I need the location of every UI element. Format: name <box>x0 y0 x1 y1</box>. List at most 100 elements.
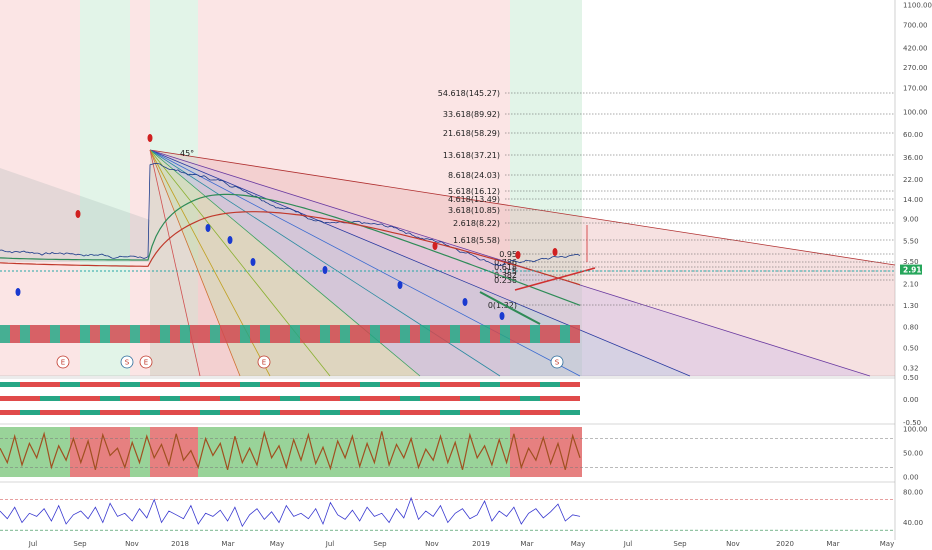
strip-cell-27 <box>270 325 280 343</box>
strip-cell-17 <box>170 325 180 343</box>
osc1-cell-1-22 <box>440 396 460 401</box>
osc1-tick-0: 0.50 <box>903 374 919 382</box>
event-badge-circle[interactable] <box>257 355 271 369</box>
event-badge-0[interactable]: E <box>56 355 70 369</box>
time-axis-tick-11: May <box>571 540 585 548</box>
sell-marker-2 <box>432 242 438 250</box>
strip-cell-49 <box>490 325 500 343</box>
strip-cell-5 <box>50 325 60 343</box>
event-badge-4[interactable]: S <box>550 355 564 369</box>
oscillator-2-panel <box>0 427 895 477</box>
fib-label-16: 0(1.32) <box>488 301 517 310</box>
osc1-cell-1-28 <box>560 396 580 401</box>
strip-cell-3 <box>30 325 40 343</box>
strip-cell-29 <box>290 325 300 343</box>
osc1-cell-1-23 <box>460 396 480 401</box>
osc1-cell-2-26 <box>520 410 540 415</box>
strip-cell-43 <box>430 325 440 343</box>
buy-marker-2 <box>227 236 233 244</box>
event-badge-circle[interactable] <box>120 355 134 369</box>
time-axis-tick-2: Nov <box>125 540 139 548</box>
sell-marker-1 <box>147 134 153 142</box>
osc1-cell-1-12 <box>240 396 260 401</box>
event-badge-3[interactable]: E <box>257 355 271 369</box>
osc1-cell-2-3 <box>60 410 80 415</box>
trend-strip <box>0 325 580 343</box>
time-axis[interactable]: Jul Sep Nov 2018 Mar May Jul Sep Nov 2019 Mar May Ju… <box>28 540 894 548</box>
fan-angle-label: 45° <box>180 149 194 158</box>
strip-cell-23 <box>230 325 240 343</box>
osc1-cell-0-13 <box>260 382 280 387</box>
osc1-cell-2-14 <box>280 410 300 415</box>
event-badge-circle[interactable] <box>56 355 70 369</box>
osc1-cell-2-4 <box>80 410 100 415</box>
event-badge-1[interactable]: S <box>120 355 134 369</box>
fib-label-8: 2.618(8.22) <box>453 219 500 228</box>
osc1-cell-1-16 <box>320 396 340 401</box>
strip-cell-0 <box>0 325 10 343</box>
osc1-cell-1-8 <box>160 396 180 401</box>
strip-cell-21 <box>210 325 220 343</box>
buy-marker-0 <box>15 288 21 296</box>
fan-line-0 <box>149 149 896 266</box>
fib-label-13: 0.5 <box>504 267 517 276</box>
osc1-cell-1-18 <box>360 396 380 401</box>
fib-label-10: 0.95 <box>499 250 517 259</box>
fan-lines <box>0 149 896 377</box>
sell-marker-4 <box>552 248 558 256</box>
zone-0 <box>0 0 80 376</box>
osc1-cell-2-24 <box>480 410 500 415</box>
buy-marker-3 <box>250 258 256 266</box>
time-axis-tick-16: Mar <box>826 540 839 548</box>
moving-average-fast <box>0 193 581 306</box>
osc1-cell-2-16 <box>320 410 340 415</box>
event-badge-label: S <box>555 359 560 367</box>
strip-cell-14 <box>140 325 150 343</box>
strip-cell-20 <box>200 325 210 343</box>
time-axis-tick-4: Mar <box>221 540 234 548</box>
fib-label-4: 8.618(24.03) <box>448 171 500 180</box>
osc1-cell-1-9 <box>180 396 200 401</box>
time-axis-tick-5: May <box>270 540 284 548</box>
osc1-cell-0-23 <box>460 382 480 387</box>
strip-cell-41 <box>410 325 420 343</box>
strip-cell-22 <box>220 325 230 343</box>
price-axis-tick-14: 1.30 <box>903 302 919 310</box>
osc1-cell-0-12 <box>240 382 260 387</box>
price-axis-tick-10: 9.00 <box>903 216 919 224</box>
osc1-cell-0-8 <box>160 382 180 387</box>
fib-label-6: 4.618(13.49) <box>448 195 500 204</box>
time-axis-tick-6: Jul <box>325 540 335 548</box>
strip-cell-10 <box>100 325 110 343</box>
osc1-cell-2-1 <box>20 410 40 415</box>
osc1-cell-2-20 <box>400 410 420 415</box>
strip-cell-31 <box>310 325 320 343</box>
osc2-line <box>0 430 581 471</box>
fan-line-1 <box>149 149 871 377</box>
osc1-cell-1-27 <box>540 396 560 401</box>
event-badge-circle[interactable] <box>139 355 153 369</box>
buy-marker-4 <box>322 266 328 274</box>
time-axis-tick-7: Sep <box>373 540 387 548</box>
strip-cell-15 <box>150 325 160 343</box>
price-axis[interactable]: 1100.00 700.00 420.00 270.00 170.00 100.00 60.… <box>900 2 932 528</box>
strip-cell-4 <box>40 325 50 343</box>
event-badge-circle[interactable] <box>550 355 564 369</box>
time-axis-tick-14: Nov <box>726 540 740 548</box>
price-axis-tick-5: 100.00 <box>903 108 928 116</box>
strip-cell-11 <box>110 325 120 343</box>
osc1-cell-2-15 <box>300 410 320 415</box>
strip-cell-45 <box>450 325 460 343</box>
osc1-cell-2-11 <box>220 410 240 415</box>
osc1-cell-2-0 <box>0 410 20 415</box>
event-badge-2[interactable]: E <box>139 355 153 369</box>
fib-label-1: 33.618(89.92) <box>443 110 500 119</box>
strip-cell-51 <box>510 325 520 343</box>
strip-cell-1 <box>10 325 20 343</box>
time-axis-tick-9: 2019 <box>472 540 490 548</box>
osc1-cell-2-22 <box>440 410 460 415</box>
osc1-cell-2-7 <box>140 410 160 415</box>
